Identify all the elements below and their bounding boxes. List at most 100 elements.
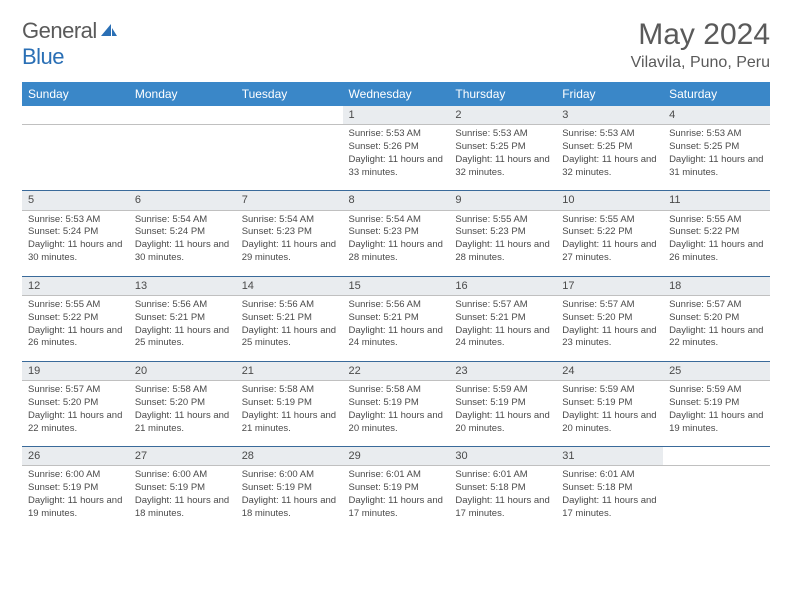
- daylight-text: Daylight: 11 hours and 17 minutes.: [562, 495, 657, 521]
- day-number-row: 262728293031: [22, 447, 770, 466]
- day-detail: Sunrise: 5:55 AMSunset: 5:23 PMDaylight:…: [449, 210, 556, 276]
- day-header: Sunday: [22, 82, 129, 106]
- daylight-text: Daylight: 11 hours and 18 minutes.: [242, 495, 337, 521]
- header: GeneralBlue May 2024 Vilavila, Puno, Per…: [22, 18, 770, 72]
- day-number: 1: [343, 106, 450, 125]
- daylight-text: Daylight: 11 hours and 18 minutes.: [135, 495, 230, 521]
- day-detail: Sunrise: 5:55 AMSunset: 5:22 PMDaylight:…: [556, 210, 663, 276]
- day-detail: Sunrise: 6:01 AMSunset: 5:18 PMDaylight:…: [449, 466, 556, 532]
- sunset-text: Sunset: 5:25 PM: [562, 141, 657, 154]
- day-number: 26: [22, 447, 129, 466]
- day-detail: Sunrise: 5:59 AMSunset: 5:19 PMDaylight:…: [556, 381, 663, 447]
- sunset-text: Sunset: 5:21 PM: [135, 312, 230, 325]
- sunrise-text: Sunrise: 5:56 AM: [349, 299, 444, 312]
- day-detail: Sunrise: 5:56 AMSunset: 5:21 PMDaylight:…: [343, 295, 450, 361]
- daylight-text: Daylight: 11 hours and 20 minutes.: [562, 410, 657, 436]
- day-detail: Sunrise: 5:53 AMSunset: 5:25 PMDaylight:…: [556, 125, 663, 191]
- daylight-text: Daylight: 11 hours and 32 minutes.: [562, 154, 657, 180]
- sunrise-text: Sunrise: 5:53 AM: [562, 128, 657, 141]
- day-detail: Sunrise: 6:01 AMSunset: 5:19 PMDaylight:…: [343, 466, 450, 532]
- sunrise-text: Sunrise: 5:58 AM: [242, 384, 337, 397]
- daylight-text: Daylight: 11 hours and 20 minutes.: [455, 410, 550, 436]
- daylight-text: Daylight: 11 hours and 19 minutes.: [669, 410, 764, 436]
- day-detail: Sunrise: 5:54 AMSunset: 5:24 PMDaylight:…: [129, 210, 236, 276]
- sunset-text: Sunset: 5:23 PM: [349, 226, 444, 239]
- day-number: 16: [449, 276, 556, 295]
- daylight-text: Daylight: 11 hours and 30 minutes.: [135, 239, 230, 265]
- sunset-text: Sunset: 5:19 PM: [349, 482, 444, 495]
- logo-sail-icon: [99, 18, 119, 44]
- day-number: 25: [663, 361, 770, 380]
- title-block: May 2024 Vilavila, Puno, Peru: [631, 18, 770, 72]
- sunrise-text: Sunrise: 5:56 AM: [242, 299, 337, 312]
- calendar-table: SundayMondayTuesdayWednesdayThursdayFrid…: [22, 82, 770, 532]
- sunrise-text: Sunrise: 6:00 AM: [135, 469, 230, 482]
- daylight-text: Daylight: 11 hours and 21 minutes.: [135, 410, 230, 436]
- sunrise-text: Sunrise: 5:55 AM: [28, 299, 123, 312]
- sunrise-text: Sunrise: 5:58 AM: [349, 384, 444, 397]
- sunset-text: Sunset: 5:23 PM: [242, 226, 337, 239]
- sunset-text: Sunset: 5:19 PM: [28, 482, 123, 495]
- day-detail: Sunrise: 5:57 AMSunset: 5:20 PMDaylight:…: [22, 381, 129, 447]
- day-header: Friday: [556, 82, 663, 106]
- day-number: 20: [129, 361, 236, 380]
- day-number: 3: [556, 106, 663, 125]
- day-detail: Sunrise: 5:55 AMSunset: 5:22 PMDaylight:…: [22, 295, 129, 361]
- day-detail: Sunrise: 5:58 AMSunset: 5:19 PMDaylight:…: [236, 381, 343, 447]
- sunrise-text: Sunrise: 5:56 AM: [135, 299, 230, 312]
- sunset-text: Sunset: 5:20 PM: [669, 312, 764, 325]
- day-number: 12: [22, 276, 129, 295]
- day-detail: Sunrise: 5:53 AMSunset: 5:25 PMDaylight:…: [663, 125, 770, 191]
- sunset-text: Sunset: 5:26 PM: [349, 141, 444, 154]
- day-number: 5: [22, 191, 129, 210]
- sunset-text: Sunset: 5:25 PM: [669, 141, 764, 154]
- sunrise-text: Sunrise: 5:54 AM: [349, 214, 444, 227]
- day-number-row: 12131415161718: [22, 276, 770, 295]
- day-detail: Sunrise: 5:53 AMSunset: 5:25 PMDaylight:…: [449, 125, 556, 191]
- sunrise-text: Sunrise: 5:54 AM: [242, 214, 337, 227]
- daylight-text: Daylight: 11 hours and 29 minutes.: [242, 239, 337, 265]
- sunrise-text: Sunrise: 5:55 AM: [455, 214, 550, 227]
- day-header: Wednesday: [343, 82, 450, 106]
- daylight-text: Daylight: 11 hours and 25 minutes.: [135, 325, 230, 351]
- logo-text: GeneralBlue: [22, 18, 119, 70]
- sunrise-text: Sunrise: 5:54 AM: [135, 214, 230, 227]
- day-header: Monday: [129, 82, 236, 106]
- daylight-text: Daylight: 11 hours and 32 minutes.: [455, 154, 550, 180]
- day-detail: Sunrise: 5:58 AMSunset: 5:19 PMDaylight:…: [343, 381, 450, 447]
- sunrise-text: Sunrise: 6:01 AM: [562, 469, 657, 482]
- sunset-text: Sunset: 5:22 PM: [28, 312, 123, 325]
- day-number: 28: [236, 447, 343, 466]
- sunrise-text: Sunrise: 5:53 AM: [349, 128, 444, 141]
- day-detail: Sunrise: 5:56 AMSunset: 5:21 PMDaylight:…: [236, 295, 343, 361]
- sunset-text: Sunset: 5:19 PM: [349, 397, 444, 410]
- sunset-text: Sunset: 5:20 PM: [135, 397, 230, 410]
- sunset-text: Sunset: 5:22 PM: [562, 226, 657, 239]
- day-detail: Sunrise: 5:59 AMSunset: 5:19 PMDaylight:…: [449, 381, 556, 447]
- day-detail-row: Sunrise: 6:00 AMSunset: 5:19 PMDaylight:…: [22, 466, 770, 532]
- day-detail: Sunrise: 5:53 AMSunset: 5:24 PMDaylight:…: [22, 210, 129, 276]
- day-detail: [663, 466, 770, 532]
- daylight-text: Daylight: 11 hours and 28 minutes.: [455, 239, 550, 265]
- day-detail: Sunrise: 5:54 AMSunset: 5:23 PMDaylight:…: [343, 210, 450, 276]
- daylight-text: Daylight: 11 hours and 20 minutes.: [349, 410, 444, 436]
- day-detail: Sunrise: 5:59 AMSunset: 5:19 PMDaylight:…: [663, 381, 770, 447]
- daylight-text: Daylight: 11 hours and 17 minutes.: [349, 495, 444, 521]
- day-detail-row: Sunrise: 5:55 AMSunset: 5:22 PMDaylight:…: [22, 295, 770, 361]
- sunset-text: Sunset: 5:24 PM: [135, 226, 230, 239]
- day-number: 29: [343, 447, 450, 466]
- sunrise-text: Sunrise: 5:57 AM: [455, 299, 550, 312]
- day-detail: Sunrise: 5:57 AMSunset: 5:21 PMDaylight:…: [449, 295, 556, 361]
- calendar-body: 1234Sunrise: 5:53 AMSunset: 5:26 PMDayli…: [22, 106, 770, 532]
- sunrise-text: Sunrise: 6:01 AM: [349, 469, 444, 482]
- day-detail: Sunrise: 5:57 AMSunset: 5:20 PMDaylight:…: [556, 295, 663, 361]
- sunrise-text: Sunrise: 5:57 AM: [669, 299, 764, 312]
- day-detail: Sunrise: 5:57 AMSunset: 5:20 PMDaylight:…: [663, 295, 770, 361]
- daylight-text: Daylight: 11 hours and 33 minutes.: [349, 154, 444, 180]
- sunrise-text: Sunrise: 5:55 AM: [562, 214, 657, 227]
- daylight-text: Daylight: 11 hours and 26 minutes.: [28, 325, 123, 351]
- sunset-text: Sunset: 5:19 PM: [242, 482, 337, 495]
- sunset-text: Sunset: 5:25 PM: [455, 141, 550, 154]
- sunset-text: Sunset: 5:20 PM: [28, 397, 123, 410]
- day-detail: Sunrise: 5:58 AMSunset: 5:20 PMDaylight:…: [129, 381, 236, 447]
